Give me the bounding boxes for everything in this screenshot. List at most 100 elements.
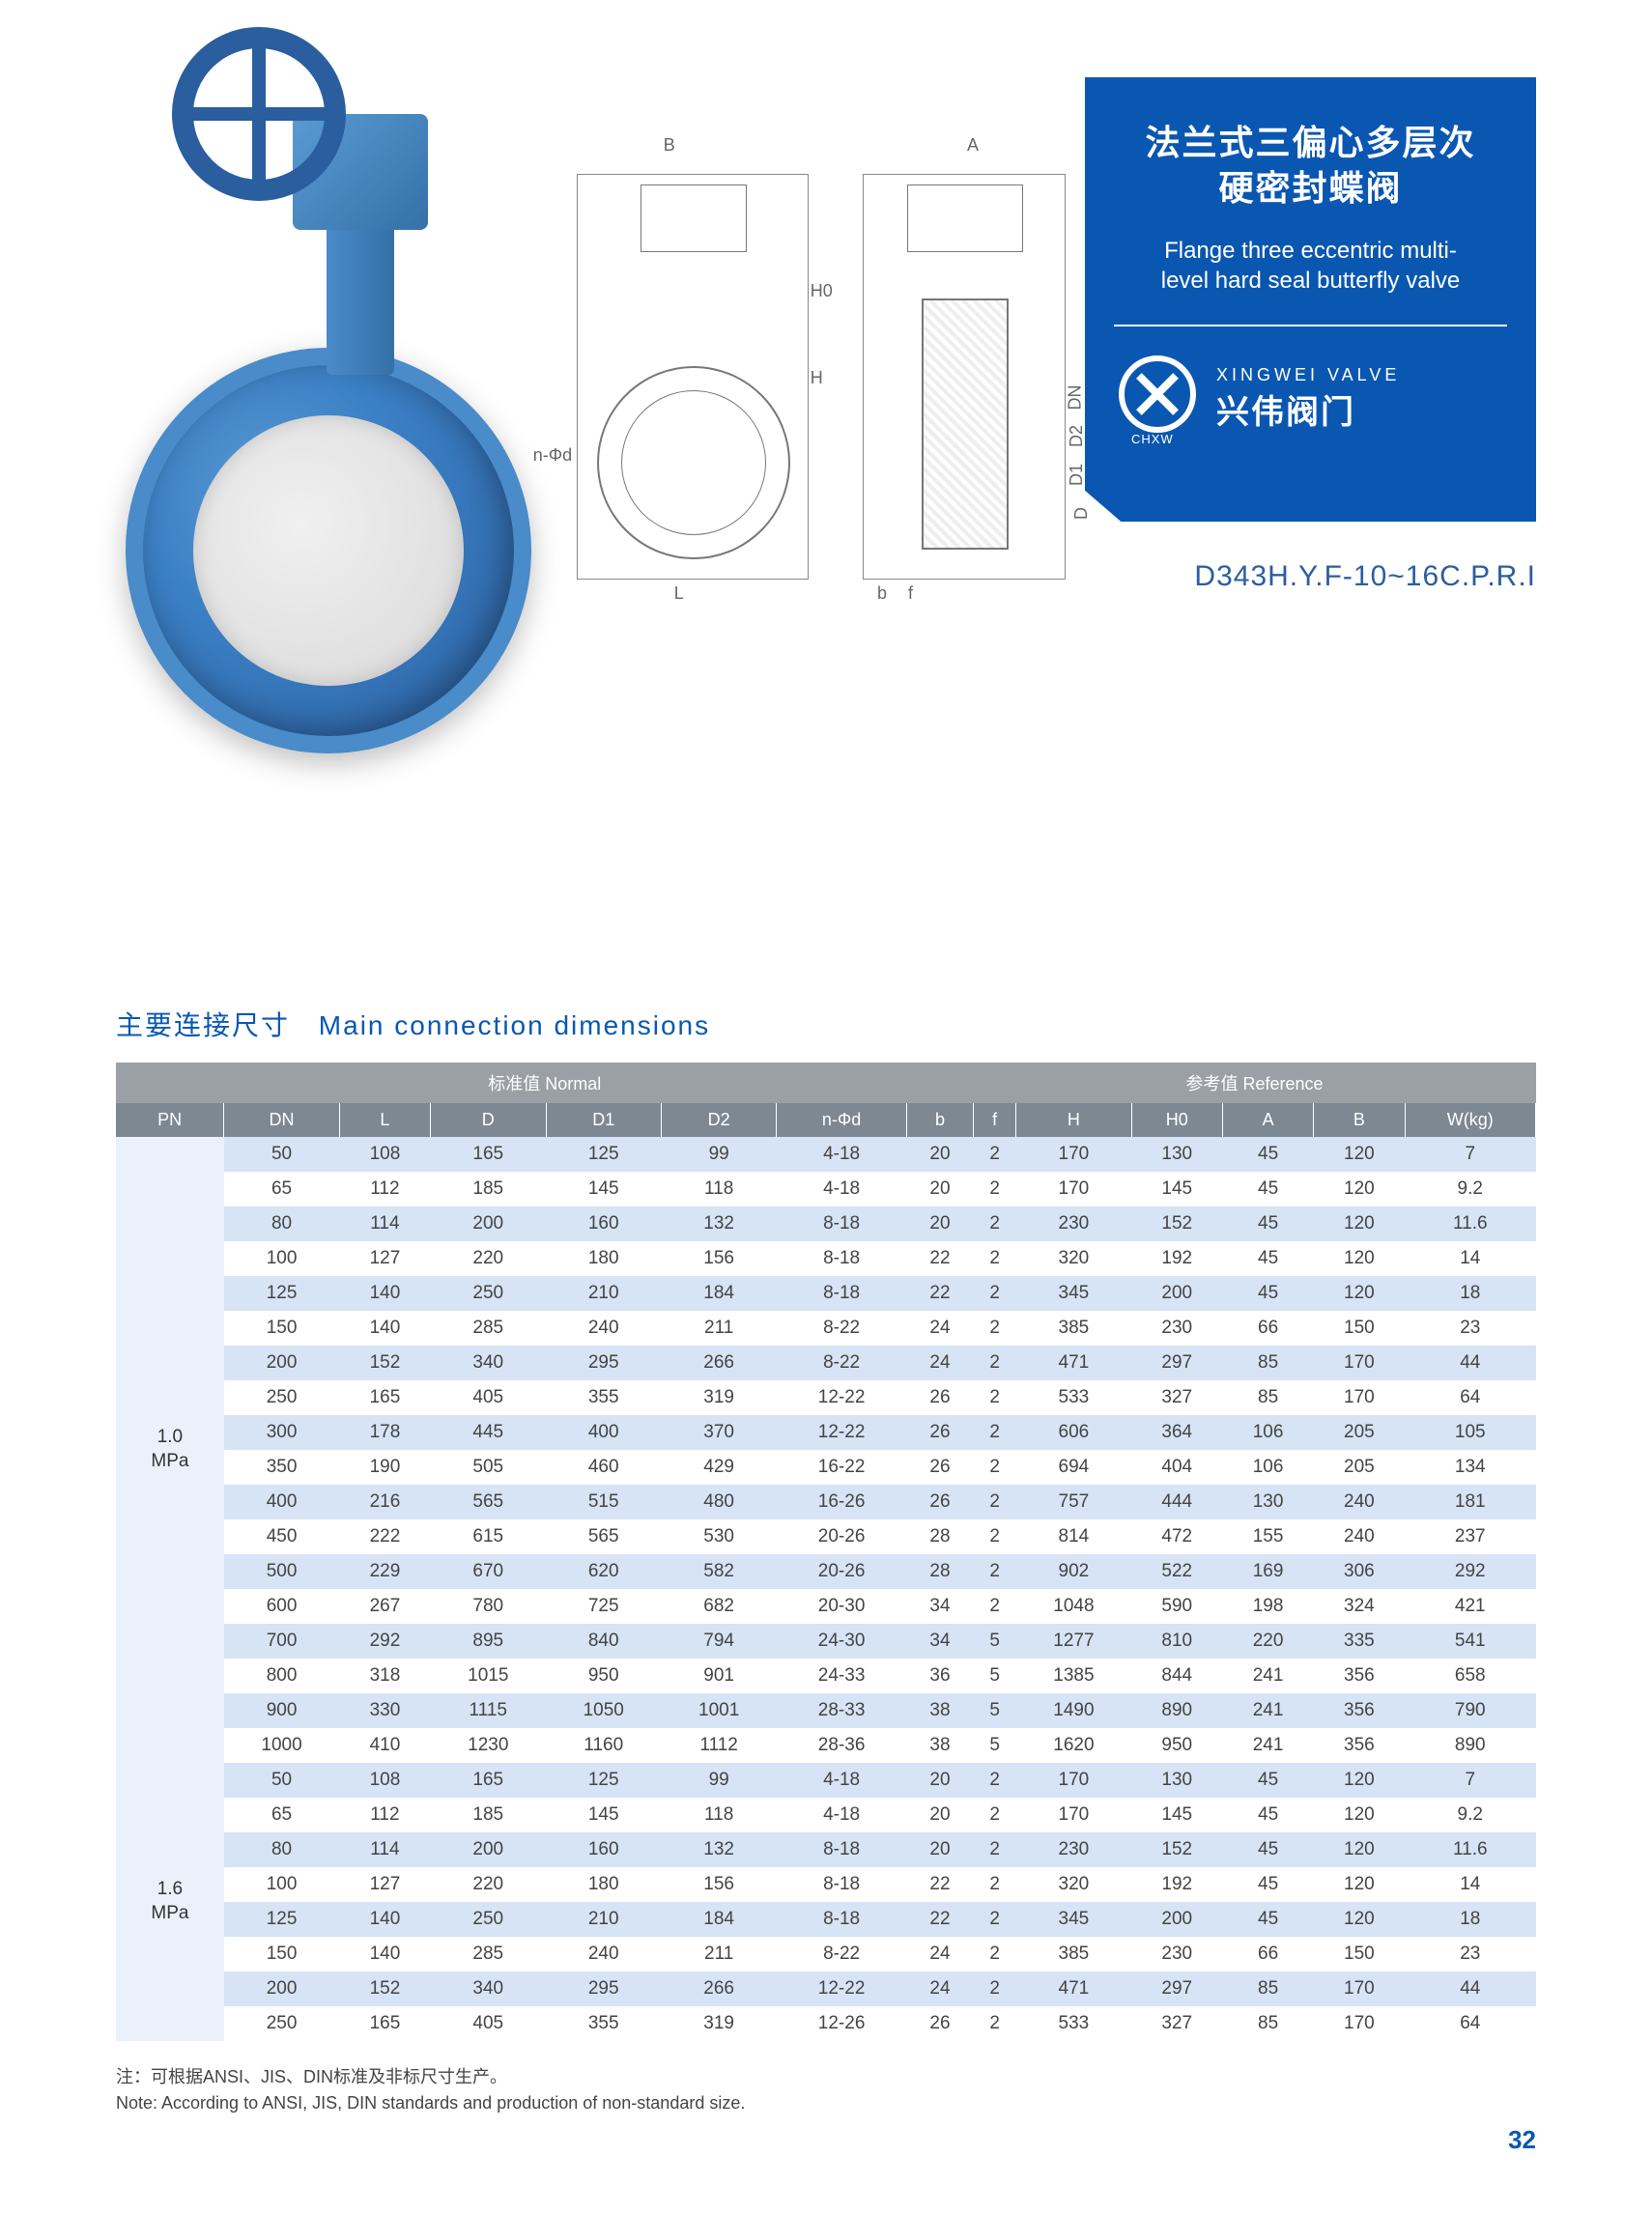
table-cell: 450 — [224, 1519, 339, 1554]
table-cell: 165 — [339, 2006, 430, 2041]
table-cell: 165 — [339, 1380, 430, 1415]
table-cell: 285 — [431, 1311, 546, 1346]
dim-label-D2: D2 — [1067, 425, 1087, 447]
table-cell: 152 — [1131, 1832, 1222, 1867]
table-cell: 4-18 — [777, 1172, 906, 1206]
table-row: 60026778072568220-303421048590198324421 — [116, 1589, 1536, 1624]
table-cell: 120 — [1314, 1902, 1405, 1937]
table-cell: 890 — [1131, 1693, 1222, 1728]
table-cell: 8-18 — [777, 1241, 906, 1276]
table-cell: 444 — [1131, 1485, 1222, 1519]
table-column-header: PN — [116, 1103, 224, 1137]
table-cell: 28-36 — [777, 1728, 906, 1763]
table-cell: 120 — [1314, 1172, 1405, 1206]
table-cell: 230 — [1016, 1206, 1131, 1241]
table-cell: 190 — [339, 1450, 430, 1485]
table-cell: 292 — [339, 1624, 430, 1659]
table-cell: 2 — [974, 1346, 1016, 1380]
table-cell: 170 — [1314, 1346, 1405, 1380]
table-cell: 790 — [1405, 1693, 1535, 1728]
table-group-header-reference: 参考值 Reference — [974, 1063, 1536, 1103]
table-cell: 1490 — [1016, 1693, 1131, 1728]
dimensions-table: 标准值 Normal参考值 Reference PNDNLDD1D2n-Φdbf… — [116, 1063, 1536, 2041]
table-cell: 400 — [224, 1485, 339, 1519]
table-cell: 565 — [431, 1485, 546, 1519]
table-cell: 145 — [546, 1798, 661, 1832]
table-cell: 330 — [339, 1693, 430, 1728]
table-cell: 24-30 — [777, 1624, 906, 1659]
table-cell: 250 — [431, 1902, 546, 1937]
table-cell: 1160 — [546, 1728, 661, 1763]
valve-handwheel-illustration — [172, 27, 346, 201]
table-cell: 28-33 — [777, 1693, 906, 1728]
pn-cell: 1.0MPa — [116, 1137, 224, 1763]
table-cell: 140 — [339, 1311, 430, 1346]
table-cell: 125 — [224, 1902, 339, 1937]
table-cell: 66 — [1222, 1311, 1313, 1346]
table-column-header: f — [974, 1103, 1016, 1137]
valve-disc-illustration — [193, 415, 464, 686]
table-cell: 8-22 — [777, 1311, 906, 1346]
table-cell: 170 — [1314, 1380, 1405, 1415]
table-cell: 4-18 — [777, 1763, 906, 1798]
brand-name-chinese: 兴伟阀门 — [1216, 385, 1400, 433]
table-cell: 240 — [1314, 1519, 1405, 1554]
table-cell: 50 — [224, 1137, 339, 1172]
table-cell: 211 — [661, 1311, 776, 1346]
table-cell: 36 — [906, 1659, 973, 1693]
brand-name-english: XINGWEI VALVE — [1216, 365, 1400, 385]
table-cell: 229 — [339, 1554, 430, 1589]
table-cell: 156 — [661, 1867, 776, 1902]
table-cell: 14 — [1405, 1867, 1535, 1902]
table-cell: 900 — [224, 1693, 339, 1728]
table-cell: 38 — [906, 1693, 973, 1728]
table-cell: 185 — [431, 1172, 546, 1206]
table-cell: 2 — [974, 1937, 1016, 1972]
table-cell: 8-18 — [777, 1832, 906, 1867]
table-cell: 895 — [431, 1624, 546, 1659]
table-cell: 421 — [1405, 1589, 1535, 1624]
table-cell: 18 — [1405, 1902, 1535, 1937]
table-cell: 45 — [1222, 1172, 1313, 1206]
table-cell: 9.2 — [1405, 1172, 1535, 1206]
table-cell: 150 — [224, 1311, 339, 1346]
brand-logo-sub: CHXW — [1131, 432, 1174, 446]
table-cell: 2 — [974, 1415, 1016, 1450]
table-cell: 400 — [546, 1415, 661, 1450]
drawing-side-view: DN D2 D1 D b f — [863, 174, 1066, 580]
table-cell: 356 — [1314, 1659, 1405, 1693]
table-cell: 7 — [1405, 1763, 1535, 1798]
table-cell: 100 — [224, 1241, 339, 1276]
drawing-front-view: n-Φd H H0 L — [577, 174, 809, 580]
table-cell: 118 — [661, 1798, 776, 1832]
table-cell: 205 — [1314, 1450, 1405, 1485]
dim-label-DN: DN — [1065, 385, 1085, 411]
table-cell: 169 — [1222, 1554, 1313, 1589]
table-cell: 170 — [1314, 1972, 1405, 2006]
table-cell: 132 — [661, 1832, 776, 1867]
title-divider — [1114, 325, 1507, 326]
table-cell: 34 — [906, 1624, 973, 1659]
table-cell: 8-22 — [777, 1346, 906, 1380]
table-cell: 405 — [431, 1380, 546, 1415]
table-cell: 1048 — [1016, 1589, 1131, 1624]
table-cell: 345 — [1016, 1902, 1131, 1937]
table-cell: 125 — [546, 1763, 661, 1798]
brand-text: XINGWEI VALVE 兴伟阀门 — [1216, 365, 1400, 433]
table-cell: 318 — [339, 1659, 430, 1693]
table-cell: 285 — [431, 1937, 546, 1972]
table-cell: 7 — [1405, 1137, 1535, 1172]
table-cell: 170 — [1016, 1137, 1131, 1172]
table-cell: 152 — [339, 1972, 430, 2006]
table-cell: 472 — [1131, 1519, 1222, 1554]
table-cell: 99 — [661, 1763, 776, 1798]
table-cell: 140 — [339, 1937, 430, 1972]
table-cell: 471 — [1016, 1346, 1131, 1380]
table-cell: 8-18 — [777, 1867, 906, 1902]
table-cell: 112 — [339, 1172, 430, 1206]
table-cell: 324 — [1314, 1589, 1405, 1624]
table-cell: 230 — [1016, 1832, 1131, 1867]
title-english: Flange three eccentric multi-level hard … — [1114, 236, 1507, 296]
table-cell: 725 — [546, 1589, 661, 1624]
table-cell: 120 — [1314, 1763, 1405, 1798]
